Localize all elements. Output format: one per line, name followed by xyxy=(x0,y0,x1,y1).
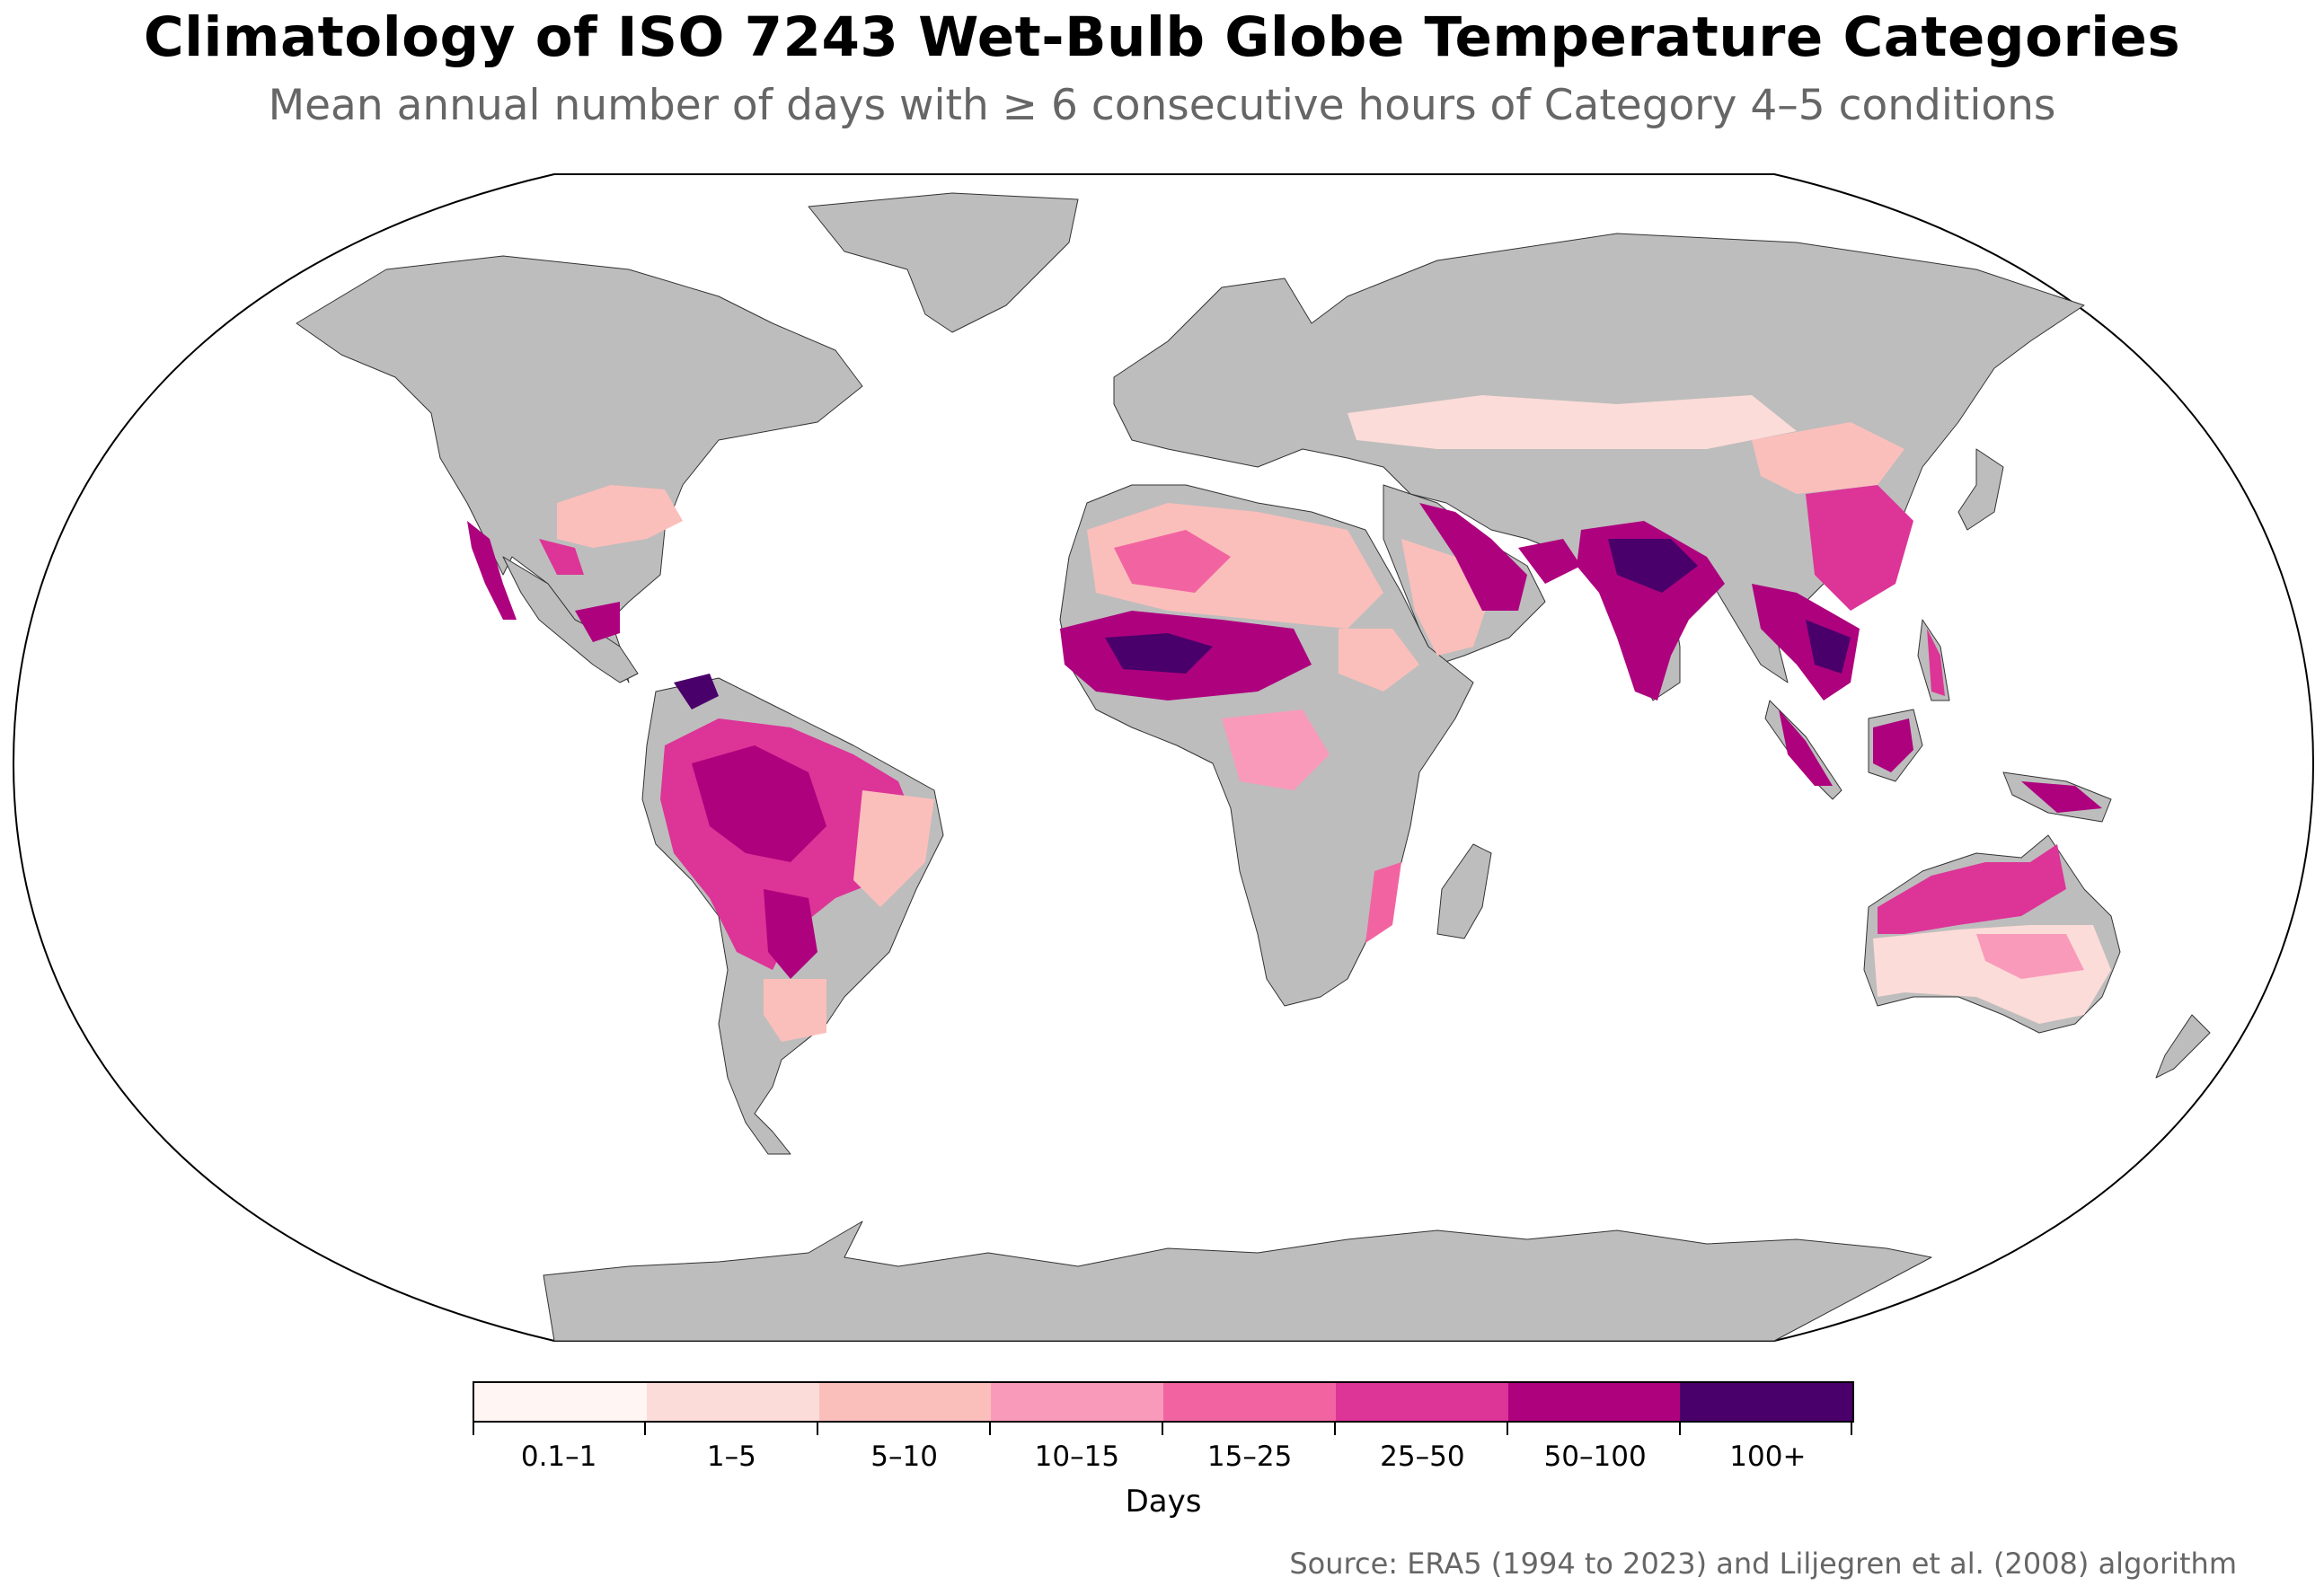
heat-sahara-pink xyxy=(1114,530,1231,593)
heat-mozambique xyxy=(1365,862,1401,943)
heat-asia-steppe xyxy=(1348,395,1797,449)
colorbar-tick xyxy=(473,1423,474,1435)
heat-china-south xyxy=(1806,485,1913,611)
colorbar-tick xyxy=(989,1423,991,1435)
heat-new-guinea xyxy=(2021,781,2102,813)
heat-australia-mid xyxy=(1976,934,2084,979)
heat-colombia xyxy=(674,674,719,709)
colorbar-tick xyxy=(1851,1423,1852,1435)
colorbar-label: 50–100 xyxy=(1543,1441,1647,1473)
land-japan xyxy=(1957,448,2004,531)
colorbar-cell-6 xyxy=(1507,1383,1681,1421)
colorbar-tick xyxy=(644,1423,646,1435)
map-title: Climatology of ISO 7243 Wet-Bulb Globe T… xyxy=(143,5,2181,69)
heat-indochina-core xyxy=(1806,620,1851,674)
colorbar-ticks xyxy=(473,1423,1854,1435)
colorbar-cell-2 xyxy=(818,1383,992,1421)
heat-amazon-core xyxy=(692,745,826,862)
colorbar-label: 25–50 xyxy=(1380,1441,1465,1473)
heat-pakistan xyxy=(1518,539,1581,584)
heat-sahel-core xyxy=(1105,633,1213,674)
colorbar-label: 10–15 xyxy=(1034,1441,1120,1473)
land-eurasia xyxy=(1113,233,2085,701)
colorbar-cell-1 xyxy=(646,1383,819,1421)
heat-mexico xyxy=(467,521,517,620)
colorbar-cell-5 xyxy=(1335,1383,1508,1421)
colorbar-label: 5–10 xyxy=(870,1441,938,1473)
colorbar-label: 1–5 xyxy=(706,1441,756,1473)
heat-east-africa xyxy=(1339,629,1419,692)
colorbar-cell-0 xyxy=(474,1383,647,1421)
heat-india-core xyxy=(1608,539,1698,593)
colorbar-cell-7 xyxy=(1680,1383,1852,1421)
colorbar-tick xyxy=(1162,1423,1163,1435)
heat-overlay xyxy=(467,395,2111,1042)
heat-arabia xyxy=(1401,539,1491,656)
heat-yucatan xyxy=(575,602,620,642)
heat-gulf xyxy=(1419,503,1527,611)
colorbar-tick xyxy=(1334,1423,1336,1435)
colorbar xyxy=(473,1381,1854,1423)
colorbar-label: 15–25 xyxy=(1206,1441,1293,1473)
land-greenland xyxy=(808,192,1079,333)
source-note: Source: ERA5 (1994 to 2023) and Liljegre… xyxy=(1289,1547,2237,1581)
colorbar-cell-4 xyxy=(1163,1383,1336,1421)
land-new-zealand xyxy=(2155,1014,2211,1079)
colorbar-tick xyxy=(1679,1423,1681,1435)
colorbar-label: 0.1–1 xyxy=(520,1441,597,1473)
heat-philippines xyxy=(1927,629,1945,696)
heat-brazil-east xyxy=(853,790,934,907)
heat-congo xyxy=(1222,709,1330,790)
heat-china-north xyxy=(1752,422,1904,494)
colorbar-label: 100+ xyxy=(1729,1441,1807,1473)
land-antarctica xyxy=(543,1220,1932,1342)
colorbar-cell-3 xyxy=(991,1383,1163,1421)
land-madagascar xyxy=(1436,843,1492,939)
heat-pampas xyxy=(764,979,826,1042)
heat-sahara xyxy=(1087,503,1383,629)
heat-us-southeast xyxy=(557,485,683,548)
heat-chaco xyxy=(764,889,817,979)
land-central-america xyxy=(502,556,639,683)
heat-us-gulf xyxy=(539,539,584,575)
heat-australia-north xyxy=(1878,844,2066,934)
heat-borneo xyxy=(1873,718,1913,772)
colorbar-labels: 0.1–1 1–5 5–10 10–15 15–25 25–50 50–100 … xyxy=(473,1441,1854,1476)
map-subtitle: Mean annual number of days with ≥ 6 cons… xyxy=(268,81,2056,130)
heat-indochina xyxy=(1752,584,1860,701)
colorbar-tick xyxy=(1507,1423,1508,1435)
heat-sumatra xyxy=(1779,709,1833,786)
colorbar-title: Days xyxy=(1125,1484,1202,1520)
colorbar-tick xyxy=(817,1423,818,1435)
